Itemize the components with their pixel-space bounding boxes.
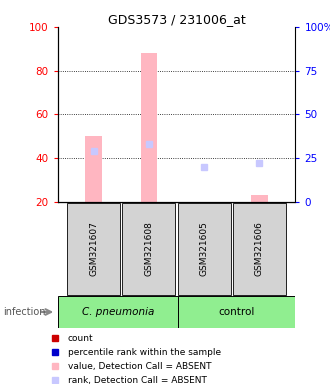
Text: percentile rank within the sample: percentile rank within the sample: [68, 348, 221, 357]
Text: rank, Detection Call = ABSENT: rank, Detection Call = ABSENT: [68, 376, 207, 384]
Bar: [85, 136, 102, 202]
Text: infection: infection: [3, 307, 46, 317]
Text: GSM321605: GSM321605: [200, 221, 209, 276]
Text: count: count: [68, 334, 93, 343]
Bar: [178, 296, 295, 328]
Text: GSM321608: GSM321608: [145, 221, 153, 276]
Text: value, Detection Call = ABSENT: value, Detection Call = ABSENT: [68, 362, 211, 371]
Text: control: control: [218, 307, 255, 317]
Bar: [67, 202, 120, 295]
Text: C. pneumonia: C. pneumonia: [82, 307, 154, 317]
Bar: [233, 202, 286, 295]
Bar: [141, 53, 157, 202]
Bar: [58, 296, 178, 328]
Bar: [251, 195, 268, 202]
Text: GSM321606: GSM321606: [255, 221, 264, 276]
Bar: [178, 202, 231, 295]
Text: GSM321607: GSM321607: [89, 221, 98, 276]
Bar: [122, 202, 176, 295]
Title: GDS3573 / 231006_at: GDS3573 / 231006_at: [108, 13, 246, 26]
